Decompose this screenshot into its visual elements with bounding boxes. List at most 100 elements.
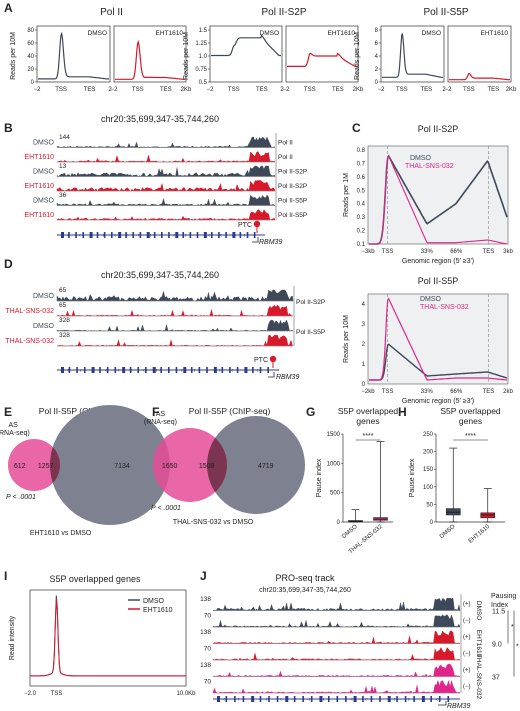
panelC-ytick: 0.8 [357,148,366,154]
panelD2-legend-sns: THAL-SNS-032 [420,304,469,311]
panelI-line-EHT1610 [30,599,186,677]
panelB-gene-arrow: ‹ [243,233,245,239]
panelB-gene-exon [196,232,199,238]
panelA-ytick: 8 [375,28,379,34]
panelA-xtick: TES [332,87,344,93]
panelB-gene-exon [118,232,122,238]
panelF-as-label2: (RNA-seq) [144,419,177,426]
panelJ-pausing-value: 9.0 [492,642,502,649]
panel-letter: G [306,405,315,419]
panelB-gene-exon [111,232,113,238]
panelE-title: Pol II-S5P (ChIP-seq) [39,406,121,416]
panelD-gene-arrow: ‹ [155,368,157,374]
panelD-gene-exon [252,367,254,373]
panelB-scale: 36 [59,192,67,199]
panelH-title2: genes [459,416,482,426]
panelJ-sample-label: EHT1610 [475,630,482,658]
panelA-legend: EHT1610 [481,30,509,37]
panelB-mark: Pol II-S2P [278,169,307,176]
panelA-frame [447,25,512,83]
panelB-gene-arrow: ‹ [114,233,116,239]
panelI-xtick: TSS [51,691,63,697]
panelD-track-label: DMSO [33,293,55,300]
panelB-gene-exon [189,232,192,238]
panelE-circle-chip [50,405,170,525]
panelA-legend: DMSO [260,30,280,37]
panelA-xtick: −2 [111,87,119,93]
panelJ-pausing-title2: Index [491,602,509,609]
panelA-xtick: 2 [280,87,284,93]
panel-letter: C [352,121,361,135]
panelD2-title: Pol II-S5P [418,276,459,286]
panelF-circle-chip [207,416,305,514]
panelB-track-label: DMSO [33,169,55,176]
panelJ-strand: (+) [463,602,471,608]
panelA-ytick: 1.25 [195,41,207,47]
panelI-legend-treat: EHT1610 [143,607,173,614]
panelD2-ytick: 2 [362,342,366,348]
panelJ-track [212,630,461,644]
panelD-track-label: THAL-SNS-032 [5,338,54,345]
panelG-title2: genes [356,416,379,426]
panelD-gene-arrow: ‹ [231,368,233,374]
panelE-caption: EHT1610 vs DMSO [30,530,92,537]
panelA-legend: DMSO [422,30,442,37]
panelD-gene-exon [114,367,117,373]
panelB-gene-exon [218,232,220,238]
panelJ-gene-exon [345,696,347,702]
panelA-ytick: 40 [27,54,34,60]
panelA-frame [285,25,359,83]
panelA-ytick: 0 [31,80,35,86]
panelC-ytick: 0.4 [357,202,366,208]
panelA-ytick: 60 [27,41,34,47]
panelJ-star: * [516,643,519,650]
panelC-xtick: 33% [421,249,434,255]
panelJ-gene-exon [276,696,279,702]
panelD-gene-arrow: ‹ [168,368,170,374]
panelC-ytick: 0.3 [357,215,366,221]
panelJ-gene-arrow: ‹ [407,697,409,703]
panelC-line-THAL-SNS-032 [369,155,508,245]
panelH-ytick: 0 [430,520,434,526]
panelC-ytick: 0.6 [357,175,366,181]
panelD2-xlabel: Genomic region (5′ ≥3′) [402,398,474,405]
panelE-circle-as [8,439,60,491]
panelH-ytick: 250 [423,432,434,438]
panelB-gene-exon [146,232,150,238]
panelG-xlabel: DMSO [341,524,359,540]
panelB-mark: Pol II-S5P [278,198,307,205]
panelB-track [56,194,276,206]
panelA-frame [380,25,445,83]
panelA-ytick: 2 [375,67,379,73]
panelJ-gene-arrow: ‹ [365,697,367,703]
panelI-title: S5P overlapped genes [50,574,141,584]
panelD-gene-exon [259,367,262,373]
panelJ-gene-exon [268,696,270,702]
panelJ-gene-arrow: ‹ [379,697,381,703]
panelB-gene-arrow: ‹ [138,233,140,239]
panelJ-gene-exon [396,696,398,702]
panelE-as-label: AS [9,422,19,429]
panelB-gene-arrow: ‹ [79,233,81,239]
panelB-mark: Pol II [278,140,293,147]
panelD2-legend-dmso: DMSO [420,296,442,303]
panelD-gene-arrow: ‹ [130,368,132,374]
panelB-track-label: DMSO [33,198,55,205]
panelD-track-label: DMSO [33,323,55,330]
panelD2-ytick: 0 [362,382,366,388]
panelB-locus: chr20:35,699,347-35,744,260 [101,114,219,124]
panelH-xlabel: DMSO [439,524,457,540]
panelD-gene-exon [168,367,170,373]
panelA-line-EHT1610 [287,52,357,67]
panelF-pval: P < .0001 [151,505,181,512]
panelB-gene-exon [232,232,236,238]
panelD-gene-exon [221,367,224,373]
panelJ-scale: 70 [204,613,212,620]
panelB-gene-arrow: ‹ [232,233,234,239]
panelC-ytick: 0.7 [357,161,366,167]
panelD-scale: 328 [59,332,70,339]
panelJ-scale: 138 [200,596,211,603]
panelB-gene-exon [82,232,85,238]
panelB-mark: Pol II [278,154,293,161]
panelJ-locus: chr20:35,699,347-35,744,260 [259,587,351,594]
